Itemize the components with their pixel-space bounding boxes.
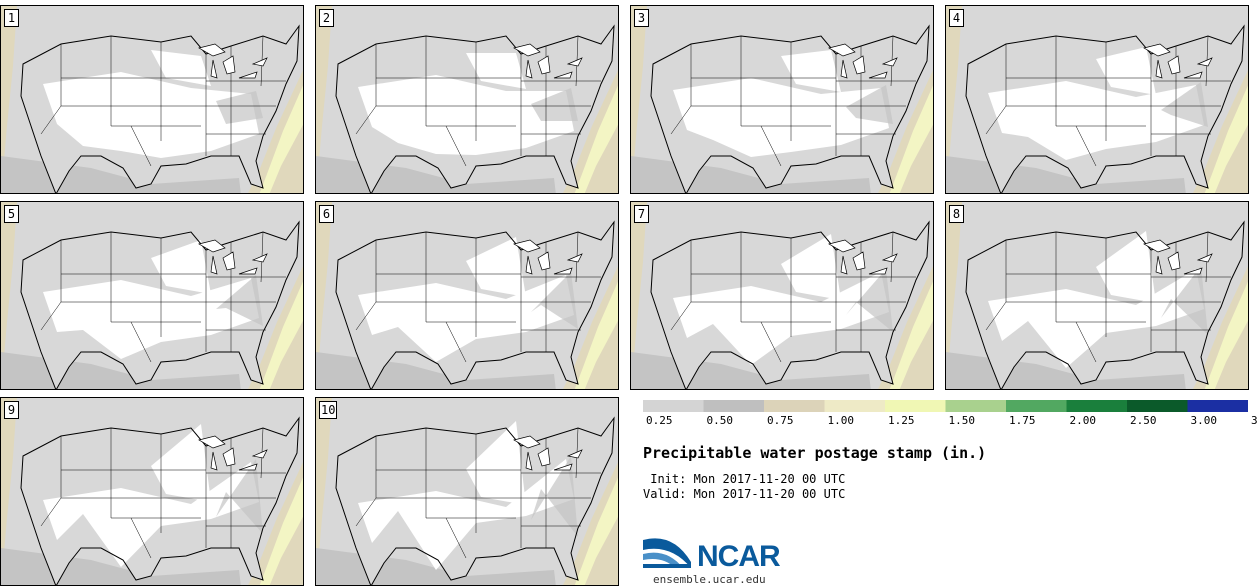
precip-water-map bbox=[946, 6, 1248, 193]
chart-title: Precipitable water postage stamp (in.) bbox=[643, 444, 987, 462]
site-url[interactable]: ensemble.ucar.edu bbox=[653, 573, 766, 586]
panel-number: 4 bbox=[949, 9, 964, 27]
precip-water-map bbox=[946, 202, 1248, 389]
colorbar-segment bbox=[1006, 400, 1067, 412]
colorbar-segment bbox=[1127, 400, 1188, 412]
colorbar-segment bbox=[703, 400, 764, 412]
precip-water-map bbox=[316, 6, 618, 193]
map-panel-9: 9 bbox=[0, 397, 304, 586]
colorbar-tick-label: 0.75 bbox=[767, 414, 794, 427]
map-panel-10: 10 bbox=[315, 397, 619, 586]
map-panel-1: 1 bbox=[0, 5, 304, 194]
colorbar-tick-label: 2.50 bbox=[1130, 414, 1157, 427]
precip-water-map bbox=[316, 202, 618, 389]
colorbar-segment bbox=[824, 400, 885, 412]
colorbar-tick-label: 0.50 bbox=[706, 414, 734, 427]
panel-number: 8 bbox=[949, 205, 964, 223]
map-panel-3: 3 bbox=[630, 5, 934, 194]
colorbar-tick-label: 2.00 bbox=[1069, 414, 1097, 427]
precip-water-map bbox=[631, 202, 933, 389]
colorbar-segment bbox=[1187, 400, 1248, 412]
precip-water-map bbox=[316, 398, 618, 585]
colorbar-tick-label: 0.25 bbox=[646, 414, 673, 427]
ncar-logo-icon bbox=[643, 538, 691, 568]
colorbar-segment bbox=[1066, 400, 1127, 412]
colorbar-tick-label: 3.00 bbox=[1190, 414, 1218, 427]
panel-number: 9 bbox=[4, 401, 19, 419]
precip-water-map bbox=[1, 6, 303, 193]
map-panel-6: 6 bbox=[315, 201, 619, 390]
colorbar bbox=[643, 400, 1248, 412]
colorbar-segment bbox=[945, 400, 1006, 412]
colorbar-segment bbox=[643, 400, 704, 412]
panel-number: 3 bbox=[634, 9, 649, 27]
map-panel-8: 8 bbox=[945, 201, 1249, 390]
valid-time: Valid: Mon 2017-11-20 00 UTC bbox=[643, 487, 846, 501]
map-panel-7: 7 bbox=[630, 201, 934, 390]
map-panel-4: 4 bbox=[945, 5, 1249, 194]
panel-number: 6 bbox=[319, 205, 334, 223]
init-time: Init: Mon 2017-11-20 00 UTC bbox=[643, 472, 846, 486]
panel-number: 2 bbox=[319, 9, 334, 27]
ncar-logo-text: NCAR bbox=[697, 540, 781, 573]
colorbar-tick-label: 1.50 bbox=[948, 414, 976, 427]
colorbar-tick-label: 1.75 bbox=[1009, 414, 1036, 427]
colorbar-tick-label: 1.00 bbox=[827, 414, 855, 427]
colorbar-tick-label: 1.25 bbox=[888, 414, 915, 427]
colorbar-segment bbox=[764, 400, 825, 412]
precip-water-map bbox=[631, 6, 933, 193]
colorbar-tick-label: 3.50 bbox=[1251, 414, 1260, 427]
panel-number: 1 bbox=[4, 9, 19, 27]
panel-number: 10 bbox=[319, 401, 338, 419]
panel-number: 5 bbox=[4, 205, 19, 223]
precip-water-map bbox=[1, 398, 303, 585]
map-panel-5: 5 bbox=[0, 201, 304, 390]
colorbar-segment bbox=[885, 400, 946, 412]
precip-water-map bbox=[1, 202, 303, 389]
panel-number: 7 bbox=[634, 205, 649, 223]
map-panel-2: 2 bbox=[315, 5, 619, 194]
